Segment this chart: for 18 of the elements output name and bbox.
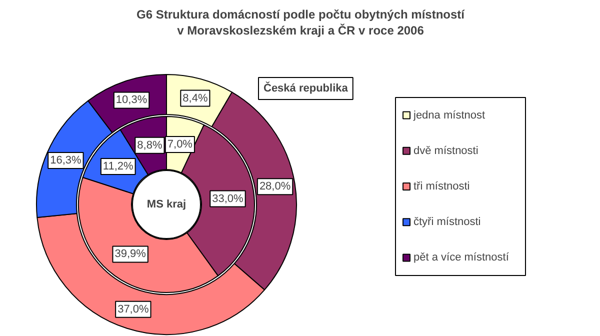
chart-title: G6 Struktura domácností podle počtu obytných místností v Moravskoslezském kraji a ČR v roce 2006 bbox=[136, 8, 466, 38]
data-label: 11,2% bbox=[102, 160, 134, 173]
data-label: 33,0% bbox=[212, 192, 244, 205]
data-label: 8,4% bbox=[182, 92, 208, 104]
legend-label: tři místnosti bbox=[414, 180, 470, 192]
data-label: 7,0% bbox=[167, 138, 193, 150]
slice-label: Česká republika bbox=[264, 82, 349, 94]
slice-label: MS kraj bbox=[146, 198, 186, 210]
legend-label: jedna místnost bbox=[412, 109, 486, 122]
legend-label: dvě místnosti bbox=[414, 144, 478, 157]
legend-label: pět a více místností bbox=[414, 252, 510, 264]
data-label: 37,0% bbox=[118, 303, 149, 316]
data-label: 28,0% bbox=[259, 180, 291, 193]
data-label: 10,3% bbox=[116, 94, 148, 106]
data-label: 8,8% bbox=[137, 139, 162, 152]
data-label: 16,3% bbox=[50, 154, 82, 166]
legend-label: čtyři místnosti bbox=[414, 216, 481, 228]
data-label: 39,9% bbox=[114, 248, 146, 260]
